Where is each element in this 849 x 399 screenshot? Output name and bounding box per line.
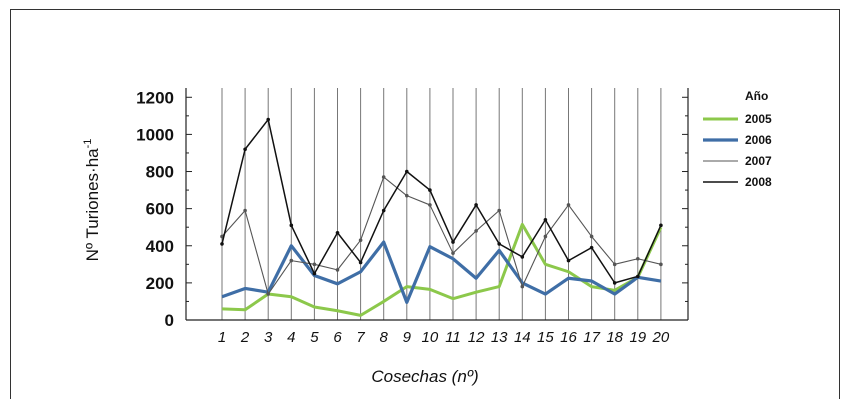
x-tick-label: 12: [468, 329, 485, 346]
data-point-2008: [335, 230, 340, 235]
legend-label-2005: 2005: [745, 112, 772, 126]
data-point-2008: [381, 208, 386, 213]
data-point-2008: [612, 281, 617, 285]
x-tick-label: 1: [218, 329, 226, 346]
x-tick-label: 15: [537, 329, 554, 346]
x-tick-label: 7: [356, 329, 365, 346]
x-tick-label: 6: [333, 329, 342, 346]
data-point-2007: [266, 292, 271, 296]
data-point-2007: [243, 208, 247, 213]
series-line-2005: [221, 222, 663, 317]
x-tick-label: 19: [629, 329, 646, 346]
x-tick-label: 14: [514, 329, 531, 346]
data-point-2008: [659, 223, 663, 228]
data-point-2007: [612, 262, 617, 267]
data-point-2007: [312, 262, 317, 267]
data-point-2008: [220, 242, 224, 246]
data-point-2008: [243, 147, 247, 152]
data-point-2008: [543, 217, 548, 222]
data-point-2008: [520, 255, 525, 259]
x-tick-label: 2: [240, 329, 250, 346]
legend-title: Año: [745, 89, 768, 103]
data-point-2007: [543, 234, 548, 239]
x-tick-label: 17: [583, 329, 600, 346]
y-axis-label: Nº Turiones·ha-1: [82, 139, 102, 262]
x-tick-label: 11: [445, 329, 461, 346]
y-tick-label: 200: [146, 274, 174, 293]
data-point-2007: [289, 258, 294, 263]
x-tick-label: 20: [652, 329, 670, 346]
series-line-2008: [221, 118, 662, 284]
y-axis-label-text: Nº Turiones·ha: [83, 148, 102, 262]
series-line-2006: [221, 240, 662, 304]
data-point-2008: [636, 274, 640, 279]
data-point-2007: [474, 229, 478, 233]
y-tick-label: 400: [146, 237, 174, 256]
legend-label-2006: 2006: [745, 133, 772, 147]
chart-frame: [10, 9, 840, 399]
data-point-2008: [589, 245, 594, 250]
y-axis-label-superscript: -1: [82, 139, 94, 149]
data-point-2008: [266, 117, 271, 122]
legend-label-2008: 2008: [745, 175, 772, 189]
vertical-grid: [221, 88, 662, 320]
data-point-2008: [312, 271, 317, 276]
x-tick-label: 4: [287, 329, 295, 346]
data-point-2007: [659, 262, 663, 267]
y-tick-label: 600: [146, 200, 174, 219]
data-point-2007: [589, 234, 594, 239]
data-point-2007: [566, 203, 571, 207]
x-axis-label: Cosechas (nº): [371, 367, 478, 386]
x-tick-label: 13: [491, 329, 508, 346]
data-point-2008: [358, 260, 363, 265]
data-point-2008: [289, 223, 294, 228]
series-line-2007: [221, 176, 662, 295]
x-tick-label: 3: [264, 329, 273, 346]
x-tick-label: 10: [422, 329, 439, 346]
data-point-2008: [451, 240, 455, 244]
data-point-2008: [474, 203, 478, 207]
axes: [185, 88, 689, 321]
data-point-2008: [497, 242, 502, 246]
data-point-2008: [405, 169, 409, 174]
x-axis-ticks: 1 2 3 4 5 6 7 8 9 10 11 12 13 14 15 16 17 18 19 20: [218, 329, 670, 346]
x-tick-label: 8: [380, 329, 389, 346]
series-group: [220, 117, 663, 317]
legend: Año 2005 2006 2007 2008: [703, 89, 772, 189]
data-point-2007: [381, 175, 386, 179]
y-tick-label: 1200: [136, 88, 174, 107]
data-point-2007: [428, 203, 432, 207]
data-point-2007: [520, 284, 525, 289]
y-tick-label: 800: [146, 163, 174, 182]
data-point-2007: [405, 193, 409, 198]
x-tick-label: 5: [310, 329, 319, 346]
y-tick-label: 1000: [136, 125, 174, 144]
data-point-2007: [497, 208, 502, 213]
y-axis-ticks: 0 200 400 600 800 1000 1200: [136, 88, 688, 330]
legend-label-2007: 2007: [745, 154, 772, 168]
data-point-2007: [358, 238, 363, 242]
data-point-2008: [428, 188, 432, 192]
data-point-2007: [335, 268, 340, 272]
x-tick-label: 16: [560, 329, 577, 346]
x-tick-label: 9: [403, 329, 412, 346]
x-tick-label: 18: [606, 329, 623, 346]
data-point-2008: [566, 258, 571, 263]
data-point-2007: [636, 256, 640, 261]
y-tick-label: 0: [165, 311, 174, 330]
data-point-2007: [451, 251, 455, 255]
